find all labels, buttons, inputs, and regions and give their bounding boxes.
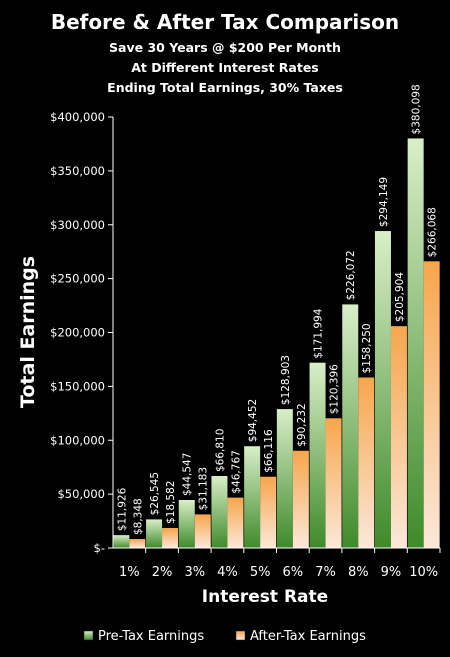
bar-pre-tax (309, 362, 326, 548)
bar-after-tax (129, 539, 146, 548)
bars-group: $11,926 $8,348 $26,545 $18,582 $44,547 $31,18… (113, 84, 440, 549)
y-tick-label: $100,000 (50, 433, 105, 447)
y-tick-label: $350,000 (50, 164, 105, 178)
data-label-pre-tax: $128,903 (280, 355, 292, 405)
bar-pre-tax (407, 138, 424, 549)
x-tick-label: 4% (217, 565, 238, 580)
x-tick-label: 7% (315, 565, 336, 580)
bar-pre-tax (178, 500, 195, 548)
data-label-after-tax: $266,068 (427, 207, 439, 257)
y-tick-label: $150,000 (50, 379, 105, 393)
legend-item-pre-tax: Pre-Tax Earnings (83, 629, 204, 644)
bar-pre-tax (276, 409, 293, 548)
bar-pre-tax (113, 535, 130, 548)
data-label-after-tax: $90,232 (296, 403, 308, 446)
legend: Pre-Tax Earnings After-Tax Earnings (83, 629, 366, 644)
data-label-after-tax: $66,116 (263, 429, 275, 473)
chart-subtitle-line-1: Save 30 Years @ $200 Per Month (109, 40, 341, 55)
legend-item-after-tax: After-Tax Earnings (235, 629, 366, 644)
bar-pre-tax (211, 476, 228, 548)
y-tick-label: $300,000 (50, 218, 105, 232)
data-label-pre-tax: $26,545 (149, 472, 161, 515)
bar-after-tax (423, 261, 440, 548)
data-label-after-tax: $8,348 (132, 498, 144, 535)
bar-pre-tax (374, 231, 391, 549)
legend-swatch-pre-tax (83, 630, 94, 641)
data-label-after-tax: $120,396 (329, 364, 341, 414)
bar-after-tax (390, 326, 407, 548)
bar-after-tax (162, 527, 179, 548)
data-label-after-tax: $46,767 (230, 450, 242, 493)
data-label-pre-tax: $44,547 (182, 453, 194, 496)
bar-pre-tax (244, 446, 261, 548)
data-label-after-tax: $158,250 (361, 323, 373, 373)
y-tick-label: $400,000 (50, 110, 105, 124)
x-tick-label: 8% (348, 565, 369, 580)
bar-after-tax (260, 476, 277, 548)
data-label-pre-tax: $171,994 (313, 308, 325, 358)
bar-after-tax (194, 514, 211, 548)
x-axis: 1% 2% 3% 4% 5% 6% 7% 8% 9% 10% (113, 547, 441, 580)
data-label-pre-tax: $294,149 (378, 177, 390, 227)
data-label-after-tax: $205,904 (394, 272, 406, 322)
x-tick-label: 1% (119, 565, 140, 580)
x-axis-title: Interest Rate (202, 587, 328, 607)
bar-after-tax (358, 377, 375, 548)
chart-subtitle-line-3: Ending Total Earnings, 30% Taxes (107, 80, 343, 95)
data-label-pre-tax: $11,926 (116, 487, 128, 531)
bar-after-tax (292, 450, 309, 548)
bar-after-tax (325, 418, 342, 548)
x-tick-label: 5% (250, 565, 271, 580)
data-label-pre-tax: $380,098 (411, 84, 423, 134)
y-tick-label: $- (94, 541, 105, 555)
x-tick-label: 2% (152, 565, 173, 580)
data-label-pre-tax: $66,810 (214, 429, 226, 472)
data-label-pre-tax: $226,072 (345, 250, 357, 300)
bar-after-tax (227, 497, 244, 548)
legend-label-after-tax: After-Tax Earnings (250, 629, 366, 644)
x-tick-label: 3% (184, 565, 205, 580)
legend-swatch-after-tax (235, 630, 246, 641)
legend-label-pre-tax: Pre-Tax Earnings (98, 629, 204, 644)
y-tick-label: $250,000 (50, 272, 105, 286)
x-tick-label: 6% (283, 565, 304, 580)
x-tick-label: 10% (409, 565, 438, 580)
bar-pre-tax (342, 304, 359, 548)
bar-pre-tax (146, 519, 163, 548)
y-tick-label: $200,000 (50, 326, 105, 340)
y-tick-label: $50,000 (57, 487, 105, 501)
x-tick-label: 9% (381, 565, 402, 580)
data-label-after-tax: $18,582 (165, 481, 177, 524)
data-label-pre-tax: $94,452 (247, 399, 259, 442)
data-label-after-tax: $31,183 (198, 467, 210, 510)
y-axis-title: Total Earnings (17, 256, 39, 408)
y-axis: $- $50,000 $100,000 $150,000 $200,000 $250,00… (50, 110, 114, 555)
chart-title: Before & After Tax Comparison (51, 10, 399, 34)
chart-subtitle-line-2: At Different Interest Rates (131, 60, 319, 75)
